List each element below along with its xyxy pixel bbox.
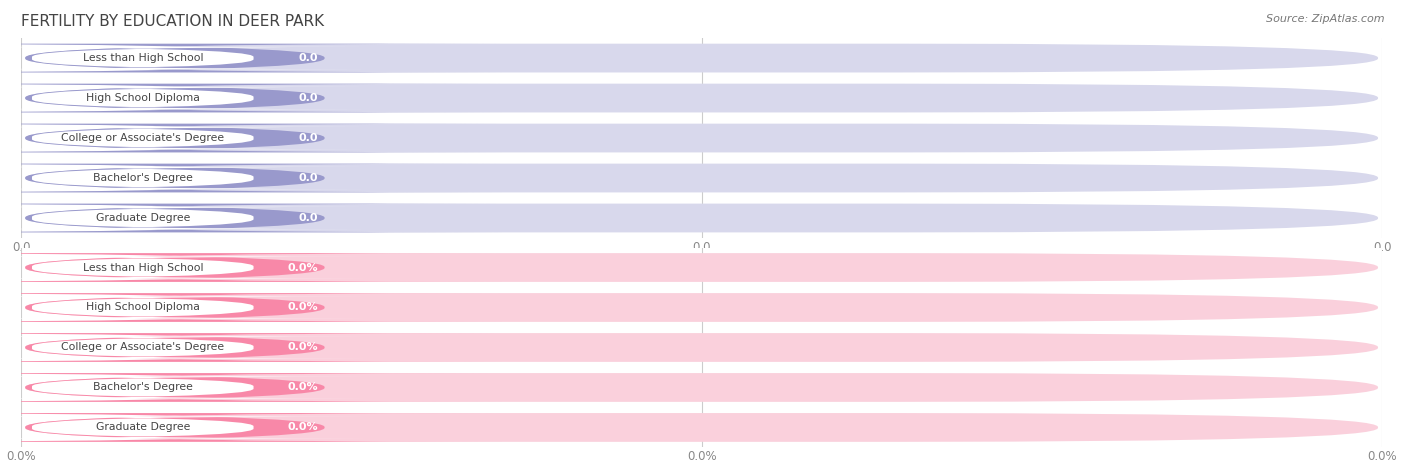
Text: Graduate Degree: Graduate Degree — [96, 213, 190, 223]
Text: Bachelor's Degree: Bachelor's Degree — [93, 173, 193, 183]
FancyBboxPatch shape — [0, 256, 373, 279]
Text: College or Associate's Degree: College or Associate's Degree — [62, 342, 225, 353]
Text: 0.0%: 0.0% — [287, 422, 318, 433]
Text: Bachelor's Degree: Bachelor's Degree — [93, 382, 193, 393]
FancyBboxPatch shape — [0, 333, 502, 362]
FancyBboxPatch shape — [25, 253, 1378, 282]
Text: 0.0: 0.0 — [298, 133, 318, 143]
Text: 0.0%: 0.0% — [287, 262, 318, 273]
FancyBboxPatch shape — [0, 47, 373, 69]
Text: 0.0: 0.0 — [298, 173, 318, 183]
Text: High School Diploma: High School Diploma — [86, 93, 200, 103]
Text: 0.0: 0.0 — [298, 53, 318, 63]
FancyBboxPatch shape — [25, 204, 1378, 232]
FancyBboxPatch shape — [0, 376, 373, 399]
FancyBboxPatch shape — [25, 164, 1378, 192]
FancyBboxPatch shape — [0, 84, 502, 112]
FancyBboxPatch shape — [0, 413, 502, 442]
Text: College or Associate's Degree: College or Associate's Degree — [62, 133, 225, 143]
Text: Graduate Degree: Graduate Degree — [96, 422, 190, 433]
FancyBboxPatch shape — [0, 416, 373, 439]
FancyBboxPatch shape — [0, 207, 373, 229]
FancyBboxPatch shape — [25, 413, 1378, 442]
Text: Source: ZipAtlas.com: Source: ZipAtlas.com — [1267, 14, 1385, 24]
Text: 0.0: 0.0 — [298, 93, 318, 103]
FancyBboxPatch shape — [0, 127, 373, 149]
FancyBboxPatch shape — [0, 204, 502, 232]
FancyBboxPatch shape — [0, 296, 373, 319]
Text: 0.0%: 0.0% — [287, 302, 318, 313]
Text: 0.0: 0.0 — [298, 213, 318, 223]
Text: 0.0%: 0.0% — [287, 382, 318, 393]
FancyBboxPatch shape — [0, 167, 373, 189]
FancyBboxPatch shape — [25, 44, 1378, 72]
Text: FERTILITY BY EDUCATION IN DEER PARK: FERTILITY BY EDUCATION IN DEER PARK — [21, 14, 325, 30]
FancyBboxPatch shape — [0, 87, 373, 109]
FancyBboxPatch shape — [25, 293, 1378, 322]
Text: Less than High School: Less than High School — [83, 262, 202, 273]
FancyBboxPatch shape — [0, 124, 502, 152]
Text: High School Diploma: High School Diploma — [86, 302, 200, 313]
FancyBboxPatch shape — [0, 293, 502, 322]
FancyBboxPatch shape — [0, 44, 502, 72]
Text: 0.0%: 0.0% — [287, 342, 318, 353]
FancyBboxPatch shape — [0, 336, 373, 359]
FancyBboxPatch shape — [25, 333, 1378, 362]
FancyBboxPatch shape — [0, 164, 502, 192]
Text: Less than High School: Less than High School — [83, 53, 202, 63]
FancyBboxPatch shape — [0, 253, 502, 282]
FancyBboxPatch shape — [25, 373, 1378, 402]
FancyBboxPatch shape — [0, 373, 502, 402]
FancyBboxPatch shape — [25, 124, 1378, 152]
FancyBboxPatch shape — [25, 84, 1378, 112]
